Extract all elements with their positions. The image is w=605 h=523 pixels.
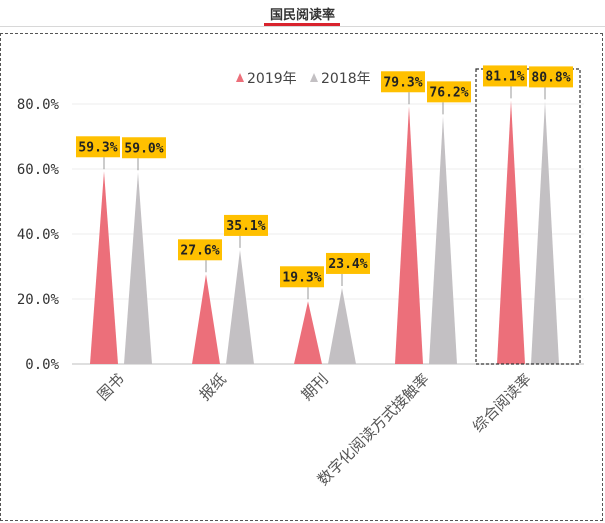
- legend-swatch: [236, 73, 244, 82]
- data-label-text: 81.1%: [485, 69, 524, 84]
- x-tick-label: 数字化阅读方式接触率: [314, 370, 433, 489]
- page-header: 国民阅读率: [0, 0, 605, 27]
- data-label-box: [280, 266, 324, 288]
- chart-frame: [0, 33, 603, 521]
- y-tick-label: 40.0%: [17, 227, 60, 243]
- bar-series1-0: [90, 171, 118, 364]
- bar-series2-3: [429, 116, 457, 364]
- data-label: 59.0%: [122, 137, 166, 171]
- data-label-text: 79.3%: [383, 75, 422, 90]
- data-label: 80.8%: [529, 66, 573, 100]
- data-label-box: [178, 239, 222, 261]
- y-axis: 0.0% 20.0% 40.0% 60.0% 80.0%: [17, 97, 60, 373]
- x-tick-label: 期刊: [298, 370, 332, 404]
- legend: 2019年 2018年: [236, 71, 371, 87]
- legend-swatch: [310, 73, 318, 82]
- bar-series2-4: [531, 101, 559, 365]
- data-label: 19.3%: [280, 266, 324, 300]
- legend-item: 2018年: [310, 71, 371, 87]
- x-tick-label: 报纸: [196, 370, 230, 404]
- legend-label: 2018年: [321, 71, 371, 87]
- bar-series1-4: [497, 100, 525, 365]
- bar-series2-2: [328, 287, 356, 364]
- data-label: 76.2%: [427, 81, 471, 115]
- data-label: 81.1%: [483, 65, 527, 99]
- bar-series1-1: [192, 274, 220, 364]
- title-underline: [264, 23, 340, 26]
- data-label: 59.3%: [76, 136, 120, 170]
- data-label: 23.4%: [326, 252, 370, 286]
- data-label-text: 80.8%: [531, 70, 570, 85]
- data-label: 27.6%: [178, 239, 222, 273]
- x-tick-label: 综合阅读率: [469, 370, 535, 436]
- bar-series2-0: [124, 172, 152, 364]
- data-label-text: 59.0%: [124, 141, 163, 156]
- data-label: 35.1%: [224, 214, 268, 248]
- data-label-text: 23.4%: [328, 257, 367, 272]
- data-label-box: [122, 137, 166, 159]
- data-label: 79.3%: [381, 71, 425, 105]
- data-label-box: [427, 81, 471, 103]
- y-tick-label: 20.0%: [17, 292, 60, 308]
- data-label-box: [224, 214, 268, 236]
- y-tick-label: 60.0%: [17, 162, 60, 178]
- bar-series1-2: [294, 301, 322, 364]
- data-label-box: [76, 136, 120, 158]
- y-tick-label: 80.0%: [17, 97, 60, 113]
- data-label-text: 19.3%: [282, 270, 321, 285]
- data-label-text: 76.2%: [429, 85, 468, 100]
- data-label-box: [483, 65, 527, 87]
- bar-series1-3: [395, 106, 423, 365]
- bar-series2-1: [226, 249, 254, 364]
- data-label-text: 59.3%: [78, 140, 117, 155]
- legend-label: 2019年: [247, 71, 297, 87]
- data-label-text: 27.6%: [180, 243, 219, 258]
- data-label-box: [381, 71, 425, 93]
- data-labels: 59.3% 27.6% 19.3% 79.3% 81.1% 59.0% 35.1% 23.4%…: [76, 65, 573, 300]
- page-title: 国民阅读率: [269, 8, 335, 23]
- y-tick-label: 0.0%: [25, 357, 59, 373]
- highlight-box: [475, 68, 581, 365]
- data-label-box: [326, 252, 370, 274]
- data-label-box: [529, 66, 573, 88]
- plot-area: [90, 68, 581, 365]
- x-tick-label: 图书: [94, 370, 128, 404]
- data-label-text: 35.1%: [226, 219, 265, 234]
- legend-item: 2019年: [236, 71, 297, 87]
